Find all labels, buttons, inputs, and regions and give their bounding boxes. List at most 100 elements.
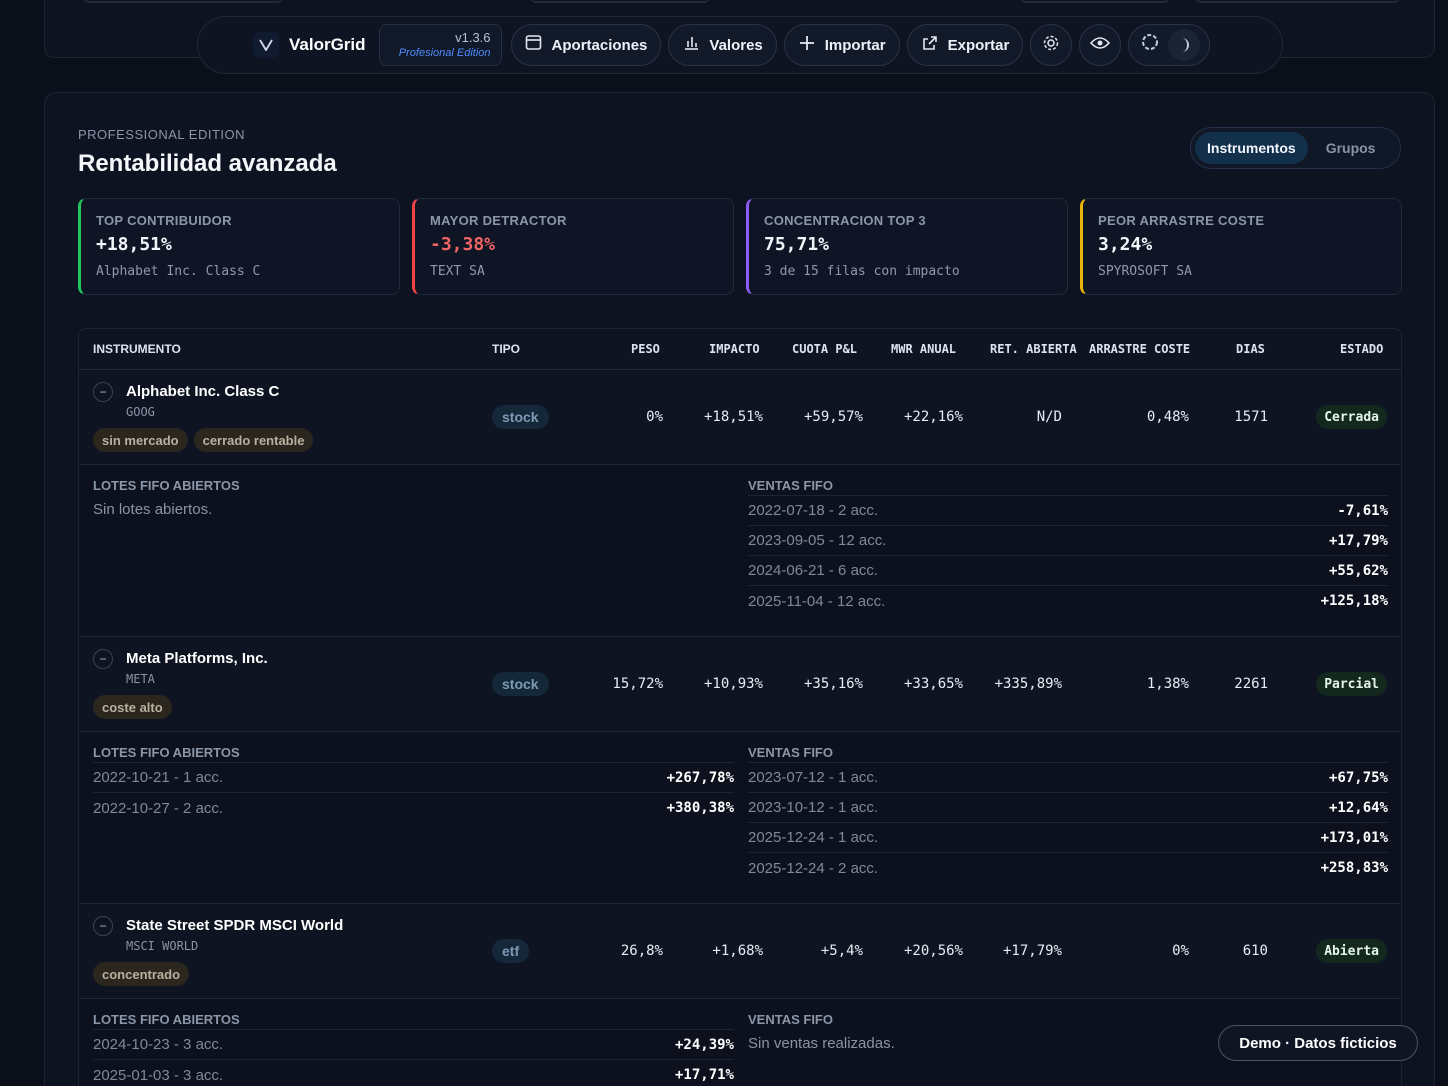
- col-impacto[interactable]: IMPACTO: [709, 342, 760, 356]
- tab-instrumentos[interactable]: Instrumentos: [1195, 132, 1308, 164]
- sales-title: VENTAS FIFO: [748, 1012, 833, 1027]
- performance-table: INSTRUMENTO TIPO PESO IMPACTO CUOTA P&L …: [78, 328, 1402, 1086]
- lot-return: +17,79%: [1328, 532, 1388, 549]
- col-ret[interactable]: RET. ABIERTA: [990, 342, 1077, 356]
- lot-return: +67,75%: [1328, 769, 1388, 786]
- col-instrumento[interactable]: INSTRUMENTO: [93, 342, 181, 356]
- demo-badge[interactable]: Demo · Datos ficticios: [1218, 1025, 1418, 1061]
- instrument-name: Alphabet Inc. Class C: [126, 383, 280, 400]
- col-mwr[interactable]: MWR ANUAL: [891, 342, 957, 356]
- collapse-toggle[interactable]: −: [93, 916, 113, 936]
- sales-empty: Sin ventas realizadas.: [748, 1035, 895, 1052]
- importar-button[interactable]: Importar: [783, 24, 900, 66]
- kpi-subtitle: SPYROSOFT SA: [1098, 264, 1192, 279]
- visibility-button[interactable]: [1079, 24, 1122, 66]
- col-cuota[interactable]: CUOTA P&L: [792, 342, 858, 356]
- table-row[interactable]: − State Street SPDR MSCI World MSCI WORL…: [79, 904, 1401, 999]
- cell-mwr: +33,65%: [903, 676, 963, 692]
- lot-date: 2023-07-12 - 1 acc.: [748, 769, 879, 786]
- cell-dias: 1571: [1234, 409, 1268, 425]
- cell-ret: N/D: [1036, 409, 1062, 425]
- open-lots-title: LOTES FIFO ABIERTOS: [93, 1012, 240, 1027]
- collapse-toggle[interactable]: −: [93, 649, 113, 669]
- lots-detail: LOTES FIFO ABIERTOS Sin lotes abiertos. …: [79, 465, 1401, 637]
- aportaciones-label: Aportaciones: [551, 36, 648, 54]
- list-item: 2024-10-23 - 3 acc. +24,39%: [93, 1030, 734, 1060]
- table-header: INSTRUMENTO TIPO PESO IMPACTO CUOTA P&L …: [79, 329, 1401, 370]
- top-navbar: ValorGrid v1.3.6 Profesional Edition Apo…: [197, 16, 1283, 74]
- importar-label: Importar: [824, 36, 886, 54]
- cell-impacto: +10,93%: [703, 676, 763, 692]
- cell-arrastre: 1,38%: [1146, 676, 1189, 692]
- lot-date: 2025-01-03 - 3 acc.: [93, 1066, 224, 1084]
- view-switch: Instrumentos Grupos: [1190, 127, 1401, 169]
- cell-mwr: +22,16%: [903, 409, 963, 425]
- list-item: 2023-10-12 - 1 acc. +12,64%: [748, 793, 1388, 823]
- table-row[interactable]: − Alphabet Inc. Class C GOOG sin mercado…: [79, 370, 1401, 465]
- cell-impacto: +1,68%: [712, 943, 763, 959]
- open-lots-title: LOTES FIFO ABIERTOS: [93, 478, 240, 493]
- tag: coste alto: [93, 695, 172, 719]
- type-badge: stock: [492, 405, 549, 429]
- cell-cuota: +35,16%: [803, 676, 863, 692]
- tab-grupos[interactable]: Grupos: [1325, 140, 1376, 156]
- instrument-tags: sin mercado cerrado rentable: [93, 428, 314, 452]
- list-item: 2023-09-05 - 12 acc. +17,79%: [748, 526, 1388, 556]
- instrument-tags: coste alto: [93, 695, 172, 719]
- cell-arrastre: 0%: [1172, 943, 1189, 959]
- instrument-tags: concentrado: [93, 962, 190, 986]
- table-row[interactable]: − Meta Platforms, Inc. META coste alto s…: [79, 637, 1401, 732]
- tag: cerrado rentable: [193, 428, 314, 452]
- lot-date: 2022-10-21 - 1 acc.: [93, 769, 224, 786]
- lot-date: 2024-06-21 - 6 acc.: [748, 562, 879, 579]
- col-arrastre[interactable]: ARRASTRE COSTE: [1089, 342, 1191, 356]
- kpi-card-concentracion: CONCENTRACION TOP 3 75,71% 3 de 15 filas…: [746, 198, 1068, 295]
- list-item: 2025-12-24 - 1 acc. +173,01%: [748, 823, 1388, 853]
- lot-return: +258,83%: [1320, 860, 1388, 876]
- lot-date: 2024-10-23 - 3 acc.: [93, 1036, 224, 1053]
- col-tipo[interactable]: TIPO: [492, 342, 521, 356]
- instrument-name: Meta Platforms, Inc.: [126, 650, 268, 667]
- cell-cuota: +5,4%: [820, 943, 863, 959]
- exportar-button[interactable]: Exportar: [906, 24, 1024, 66]
- lot-date: 2022-07-18 - 2 acc.: [748, 502, 879, 519]
- settings-button[interactable]: [1030, 24, 1073, 66]
- col-dias[interactable]: DIAS: [1236, 342, 1265, 356]
- open-lots: LOTES FIFO ABIERTOS 2024-10-23 - 3 acc. +…: [93, 999, 734, 1086]
- col-peso[interactable]: PESO: [631, 342, 660, 356]
- tag: sin mercado: [93, 428, 188, 452]
- kpi-label: CONCENTRACION TOP 3: [764, 213, 926, 228]
- list-item: 2025-11-04 - 12 acc. +125,18%: [748, 586, 1388, 616]
- kpi-value: 3,24%: [1098, 234, 1153, 255]
- kpi-label: TOP CONTRIBUIDOR: [96, 213, 232, 228]
- instrument-ticker: GOOG: [126, 405, 155, 419]
- fifo-sales: VENTAS FIFO Sin ventas realizadas.: [748, 999, 1388, 1052]
- cell-dias: 2261: [1234, 676, 1268, 692]
- sun-icon: [1138, 30, 1162, 60]
- main-panel: PROFESSIONAL EDITION Rentabilidad avanza…: [44, 92, 1435, 1086]
- ghost-tab: [1020, 0, 1170, 3]
- kpi-card-mayor-detractor: MAYOR DETRACTOR -3,38% TEXT SA: [412, 198, 734, 295]
- theme-toggle[interactable]: [1128, 24, 1211, 66]
- open-lots: LOTES FIFO ABIERTOS 2022-10-21 - 1 acc. +…: [93, 732, 734, 823]
- moon-icon: [1168, 29, 1201, 61]
- lot-date: 2023-10-12 - 1 acc.: [748, 799, 879, 816]
- kpi-subtitle: 3 de 15 filas con impacto: [764, 264, 960, 279]
- lot-date: 2025-12-24 - 1 acc.: [748, 829, 879, 846]
- lot-return: +17,71%: [674, 1067, 734, 1083]
- kpi-cards: TOP CONTRIBUIDOR +18,51% Alphabet Inc. C…: [78, 198, 1402, 295]
- lot-date: 2025-11-04 - 12 acc.: [748, 592, 886, 610]
- lots-detail: LOTES FIFO ABIERTOS 2024-10-23 - 3 acc. +…: [79, 999, 1401, 1086]
- status-badge: Cerrada: [1316, 405, 1387, 429]
- collapse-toggle[interactable]: −: [93, 382, 113, 402]
- list-item: 2025-12-24 - 2 acc. +258,83%: [748, 853, 1388, 883]
- col-estado[interactable]: ESTADO: [1340, 342, 1384, 356]
- exportar-label: Exportar: [947, 36, 1010, 54]
- plus-icon: [798, 35, 816, 56]
- cell-impacto: +18,51%: [703, 409, 763, 425]
- valores-button[interactable]: Valores: [668, 24, 777, 66]
- open-lots: LOTES FIFO ABIERTOS Sin lotes abiertos.: [93, 465, 734, 518]
- brand[interactable]: ValorGrid: [253, 32, 366, 58]
- aportaciones-button[interactable]: Aportaciones: [510, 24, 662, 66]
- list-item: 2024-06-21 - 6 acc. +55,62%: [748, 556, 1388, 586]
